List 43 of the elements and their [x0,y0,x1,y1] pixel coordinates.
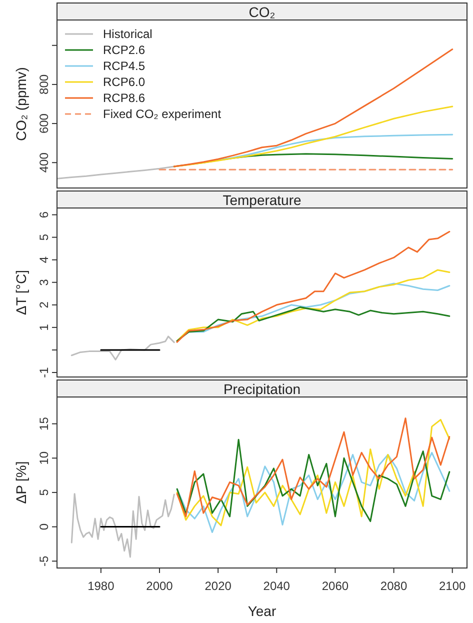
legend-label: RCP6.0 [103,75,146,89]
y-tick-label: 0 [37,523,51,530]
x-tick-label: 2060 [322,579,349,593]
chart-title: Precipitation [223,381,301,397]
chart-title: Temperature [222,192,302,208]
y-tick-label: 600 [37,113,51,134]
y-tick-label: 5 [37,488,51,496]
x-tick-label: 1980 [88,579,115,593]
y-tick-label: 10 [37,451,51,465]
line-series [176,269,450,342]
legend-label: Historical [103,27,152,41]
x-tick-label: 2040 [263,579,290,593]
legend-label: RCP4.5 [103,59,146,73]
y-axis-title: ΔT [°C] [13,270,29,316]
x-tick-label: 2020 [204,579,232,593]
x-axis-title: Year [248,603,276,619]
y-axis-title: CO₂ (ppmv) [13,67,29,141]
legend-label: RCP8.6 [103,91,146,105]
y-tick-label: 3 [37,278,51,286]
y-tick-label: -5 [37,555,51,566]
line-series [70,336,175,360]
y-tick-label: 400 [37,152,51,173]
line-series [176,452,450,534]
line-series [57,166,175,180]
line-series [176,306,450,342]
y-tick-label: 4 [37,256,51,264]
y-tick-label: 5 [37,234,51,241]
chart-title: CO₂ [248,4,276,20]
legend-label: RCP2.6 [103,43,146,57]
y-tick-label: 15 [37,416,51,430]
y-tick-label: 2 [37,301,51,308]
y-tick-label: -1 [37,366,51,378]
y-tick-label: 6 [37,211,51,218]
x-tick-label: 2100 [439,579,466,593]
y-tick-label: 1 [37,324,51,331]
y-axis-title: ΔP [%] [13,461,29,504]
line-series [70,493,175,558]
line-series [176,230,450,343]
legend-label: Fixed CO₂ experiment [103,107,222,121]
y-tick-label: 800 [37,74,51,94]
x-tick-label: 2000 [146,579,174,593]
line-series [176,438,450,522]
x-tick-label: 2080 [380,579,408,593]
